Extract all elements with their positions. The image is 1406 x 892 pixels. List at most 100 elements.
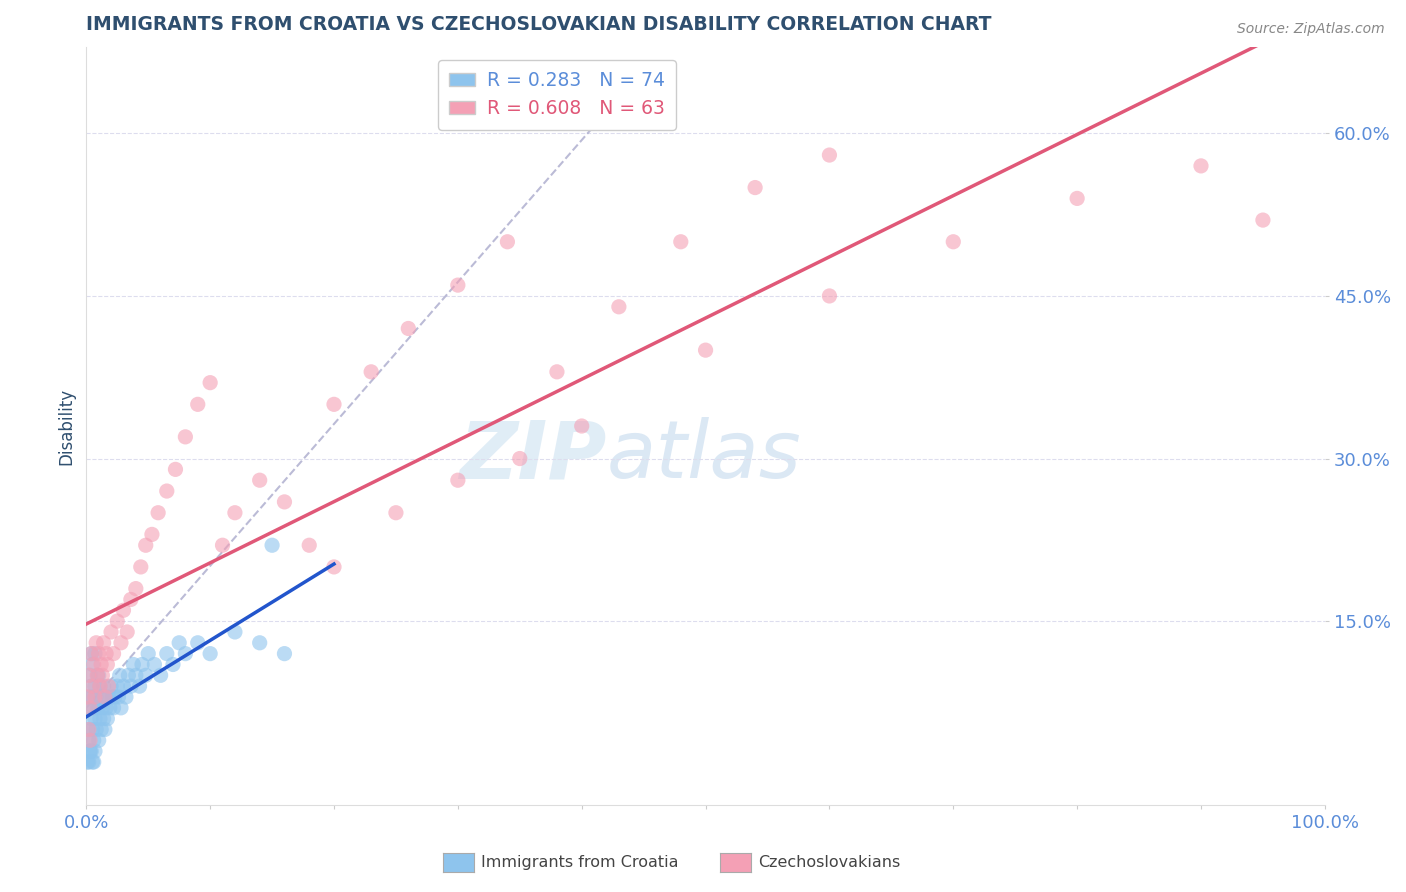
Point bbox=[79, 744, 101, 758]
Legend: R = 0.283   N = 74, R = 0.608   N = 63: R = 0.283 N = 74, R = 0.608 N = 63 bbox=[437, 60, 676, 129]
Point bbox=[79, 744, 101, 758]
Point bbox=[83, 733, 105, 747]
Point bbox=[87, 701, 110, 715]
Point bbox=[77, 733, 100, 747]
Text: atlas: atlas bbox=[606, 417, 801, 495]
Point bbox=[86, 668, 108, 682]
Point bbox=[84, 690, 107, 704]
Point bbox=[103, 701, 125, 715]
Text: Source: ZipAtlas.com: Source: ZipAtlas.com bbox=[1237, 22, 1385, 37]
Point bbox=[97, 679, 120, 693]
Point bbox=[84, 679, 107, 693]
Point bbox=[112, 603, 135, 617]
Point bbox=[79, 668, 101, 682]
Point bbox=[112, 679, 135, 693]
Text: Czechoslovakians: Czechoslovakians bbox=[758, 855, 900, 870]
Point bbox=[1189, 159, 1212, 173]
Point bbox=[496, 235, 519, 249]
Point bbox=[115, 690, 138, 704]
Point bbox=[93, 712, 115, 726]
Point bbox=[273, 647, 295, 661]
Point bbox=[385, 506, 408, 520]
Point bbox=[84, 636, 107, 650]
Point bbox=[87, 668, 110, 682]
Point bbox=[77, 668, 100, 682]
Point bbox=[90, 657, 112, 672]
Text: IMMIGRANTS FROM CROATIA VS CZECHOSLOVAKIAN DISABILITY CORRELATION CHART: IMMIGRANTS FROM CROATIA VS CZECHOSLOVAKI… bbox=[86, 15, 991, 34]
Point bbox=[89, 679, 111, 693]
Point bbox=[120, 679, 142, 693]
Point bbox=[211, 538, 233, 552]
Point bbox=[571, 419, 593, 434]
Point bbox=[167, 636, 190, 650]
Point bbox=[76, 723, 98, 737]
Point bbox=[224, 624, 246, 639]
Point bbox=[89, 712, 111, 726]
Point bbox=[1066, 191, 1088, 205]
Point bbox=[110, 701, 132, 715]
Point bbox=[135, 668, 157, 682]
Point bbox=[94, 723, 117, 737]
Point bbox=[104, 690, 127, 704]
Point bbox=[273, 495, 295, 509]
Point bbox=[84, 723, 107, 737]
Point bbox=[82, 679, 104, 693]
Point bbox=[360, 365, 382, 379]
Point bbox=[136, 647, 159, 661]
Point bbox=[83, 755, 105, 769]
Point bbox=[82, 755, 104, 769]
Point bbox=[100, 624, 122, 639]
Point bbox=[107, 690, 129, 704]
Point bbox=[174, 647, 197, 661]
Point bbox=[141, 527, 163, 541]
Point bbox=[818, 148, 841, 162]
Point bbox=[87, 647, 110, 661]
Point bbox=[115, 624, 138, 639]
Point bbox=[86, 701, 108, 715]
Point bbox=[105, 679, 128, 693]
Point bbox=[122, 657, 145, 672]
Point bbox=[100, 679, 122, 693]
Point bbox=[80, 647, 103, 661]
Point bbox=[82, 723, 104, 737]
Point bbox=[125, 582, 148, 596]
Point bbox=[86, 668, 108, 682]
Point bbox=[128, 679, 150, 693]
Point bbox=[108, 668, 131, 682]
Point bbox=[84, 690, 107, 704]
Point bbox=[143, 657, 166, 672]
Point bbox=[84, 712, 107, 726]
Point bbox=[174, 430, 197, 444]
Point bbox=[607, 300, 630, 314]
Point bbox=[101, 690, 124, 704]
Point bbox=[125, 668, 148, 682]
Point bbox=[77, 690, 100, 704]
Point bbox=[447, 473, 470, 487]
Point bbox=[198, 647, 221, 661]
Point bbox=[91, 668, 114, 682]
Point bbox=[818, 289, 841, 303]
Point bbox=[80, 679, 103, 693]
Point bbox=[298, 538, 321, 552]
Point bbox=[94, 647, 117, 661]
Point bbox=[96, 657, 118, 672]
Point bbox=[146, 506, 169, 520]
Point bbox=[669, 235, 692, 249]
Point bbox=[79, 733, 101, 747]
Point bbox=[249, 473, 271, 487]
Point bbox=[83, 701, 105, 715]
Point bbox=[187, 397, 209, 411]
Point bbox=[82, 690, 104, 704]
Point bbox=[79, 701, 101, 715]
Point bbox=[447, 278, 470, 293]
Point bbox=[695, 343, 717, 358]
Point bbox=[149, 668, 172, 682]
Point bbox=[1251, 213, 1274, 227]
Point bbox=[76, 690, 98, 704]
Y-axis label: Disability: Disability bbox=[58, 387, 75, 465]
Point bbox=[77, 755, 100, 769]
Point bbox=[187, 636, 209, 650]
Point bbox=[162, 657, 184, 672]
Point bbox=[93, 636, 115, 650]
Point bbox=[76, 755, 98, 769]
